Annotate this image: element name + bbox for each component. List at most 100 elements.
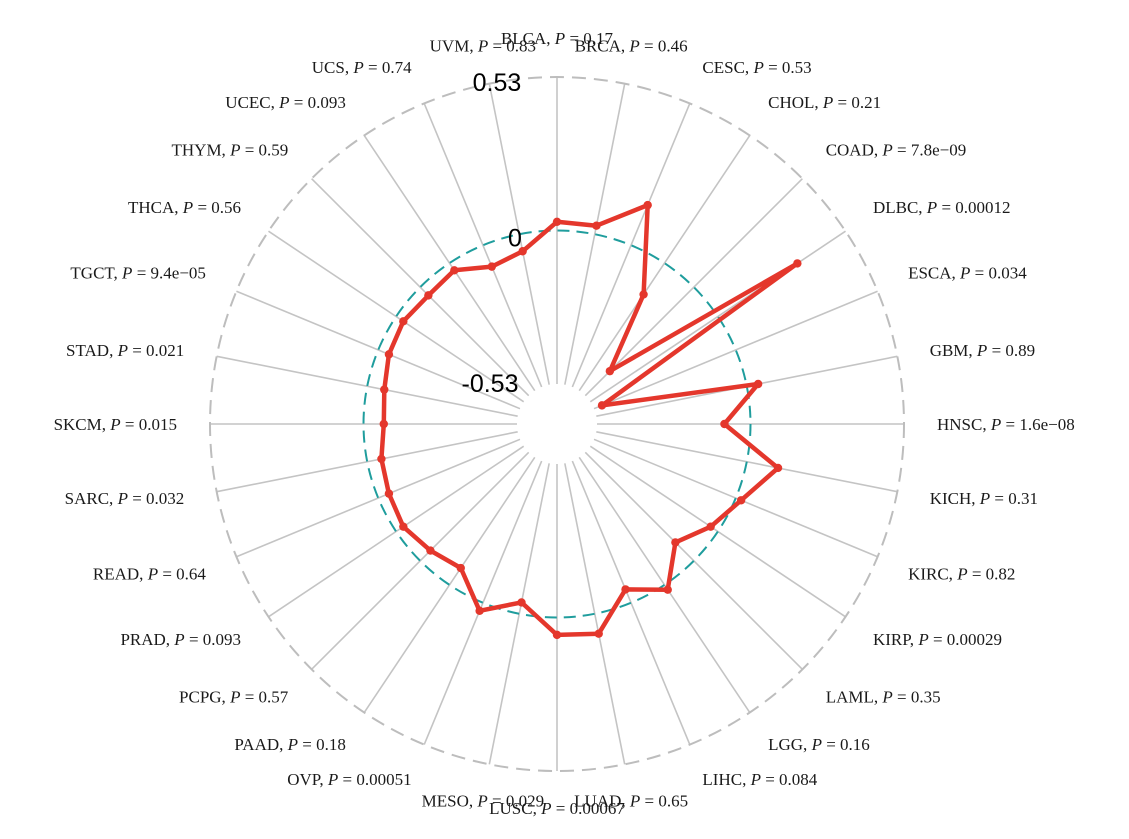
category-label-prad: PRAD, P = 0.093 [120, 630, 241, 649]
data-point-ucs [487, 262, 497, 271]
data-point-prad [399, 522, 408, 531]
spoke-sarc [216, 431, 518, 493]
spoke-brca [564, 83, 626, 385]
category-label-luad: LUAD, P = 0.65 [574, 792, 688, 811]
category-label-brca: BRCA, P = 0.46 [575, 36, 688, 55]
spoke-stad [216, 355, 518, 417]
data-point-ucec [450, 266, 459, 275]
spoke-read [236, 438, 521, 558]
category-label-tgct: TGCT, P = 9.4e−05 [70, 264, 206, 283]
category-label-ucec: UCEC, P = 0.093 [225, 93, 346, 112]
category-label-thca: THCA, P = 0.56 [128, 198, 241, 217]
spoke-paad [363, 456, 536, 713]
data-point-kirp [706, 522, 715, 531]
data-point-ovp [475, 606, 484, 615]
data-point-laml [671, 538, 680, 547]
category-label-esca: ESCA, P = 0.034 [908, 264, 1027, 283]
category-label-chol: CHOL, P = 0.21 [768, 93, 881, 112]
spoke-dlbc [589, 230, 846, 403]
spoke-thym [311, 178, 530, 397]
category-label-kirc: KIRC, P = 0.82 [908, 564, 1015, 583]
data-point-lgg [663, 585, 672, 594]
data-point-thca [399, 317, 408, 326]
data-point-luad [594, 629, 603, 638]
series-group [377, 200, 802, 640]
data-point-brca [592, 221, 601, 230]
category-label-sarc: SARC, P = 0.032 [65, 489, 185, 508]
spoke-esca [593, 290, 878, 410]
spoke-uvm [488, 83, 550, 385]
spoke-meso [488, 463, 550, 765]
outer-ring-max [209, 76, 905, 772]
category-label-uvm: UVM, P = 0.83 [430, 36, 536, 55]
spoke-tgct [236, 290, 521, 410]
category-label-read: READ, P = 0.64 [93, 564, 207, 583]
category-label-hnsc: HNSC, P = 1.6e−08 [937, 415, 1075, 434]
data-point-stad [380, 385, 389, 394]
category-label-skcm: SKCM, P = 0.015 [54, 415, 177, 434]
spoke-ucec [363, 135, 536, 392]
inner-disc-min [517, 384, 597, 464]
spoke-thca [268, 230, 525, 403]
spoke-ucs [423, 103, 543, 388]
spoke-cesc [571, 103, 691, 388]
spoke-grid [210, 77, 904, 771]
data-point-sarc [377, 454, 386, 464]
spoke-ovp [423, 460, 543, 745]
category-label-ucs: UCS, P = 0.74 [312, 58, 412, 77]
spoke-laml [584, 451, 803, 670]
category-label-ovp: OVP, P = 0.00051 [287, 770, 411, 789]
data-point-kirc [736, 496, 746, 505]
data-point-skcm [379, 419, 388, 429]
category-label-lgg: LGG, P = 0.16 [768, 735, 870, 754]
data-point-pcpg [426, 546, 435, 555]
data-point-coad [605, 366, 615, 376]
data-point-uvm [518, 247, 527, 256]
spoke-prad [268, 445, 525, 618]
data-point-gbm [753, 379, 763, 389]
category-label-thym: THYM, P = 0.59 [172, 140, 289, 159]
category-label-cesc: CESC, P = 0.53 [702, 58, 811, 77]
data-point-kich [773, 463, 783, 473]
spoke-lihc [571, 460, 691, 745]
category-label-stad: STAD, P = 0.021 [66, 341, 184, 360]
spoke-coad [584, 178, 803, 397]
category-label-coad: COAD, P = 7.8e−09 [826, 140, 967, 159]
data-point-tgct [384, 350, 394, 359]
data-point-esca [597, 401, 607, 410]
data-point-thym [424, 291, 433, 300]
data-point-lihc [621, 585, 630, 594]
data-point-meso [517, 598, 526, 607]
scale-label-zero: 0 [508, 225, 522, 253]
data-point-chol [639, 290, 648, 299]
spoke-lgg [578, 456, 751, 713]
spoke-chol [578, 135, 751, 392]
category-label-lihc: LIHC, P = 0.084 [702, 770, 817, 789]
scale-label-max: 0.53 [473, 69, 522, 97]
data-point-paad [456, 563, 465, 573]
category-label-laml: LAML, P = 0.35 [826, 688, 941, 707]
spoke-kirc [593, 438, 878, 558]
category-label-meso: MESO, P = 0.029 [422, 792, 544, 811]
category-label-gbm: GBM, P = 0.89 [930, 341, 1035, 360]
data-point-hnsc [720, 419, 729, 429]
data-point-blca [552, 217, 562, 227]
data-point-cesc [643, 200, 652, 210]
category-label-kirp: KIRP, P = 0.00029 [873, 630, 1002, 649]
category-label-paad: PAAD, P = 0.18 [234, 735, 345, 754]
category-label-blca: BLCA, P = 0.17 [501, 29, 614, 48]
spoke-kirp [589, 445, 846, 618]
scale-label-min: -0.53 [462, 370, 519, 398]
data-point-lusc [552, 630, 562, 640]
category-label-dlbc: DLBC, P = 0.00012 [873, 198, 1011, 217]
category-label-kich: KICH, P = 0.31 [930, 489, 1038, 508]
category-label-pcpg: PCPG, P = 0.57 [179, 688, 289, 707]
category-label-lusc: LUSC, P = 0.00067 [489, 799, 625, 818]
spoke-pcpg [311, 451, 530, 670]
data-point-dlbc [793, 259, 802, 268]
spoke-luad [564, 463, 626, 765]
data-point-read [384, 489, 394, 498]
zero-ring [362, 229, 752, 619]
